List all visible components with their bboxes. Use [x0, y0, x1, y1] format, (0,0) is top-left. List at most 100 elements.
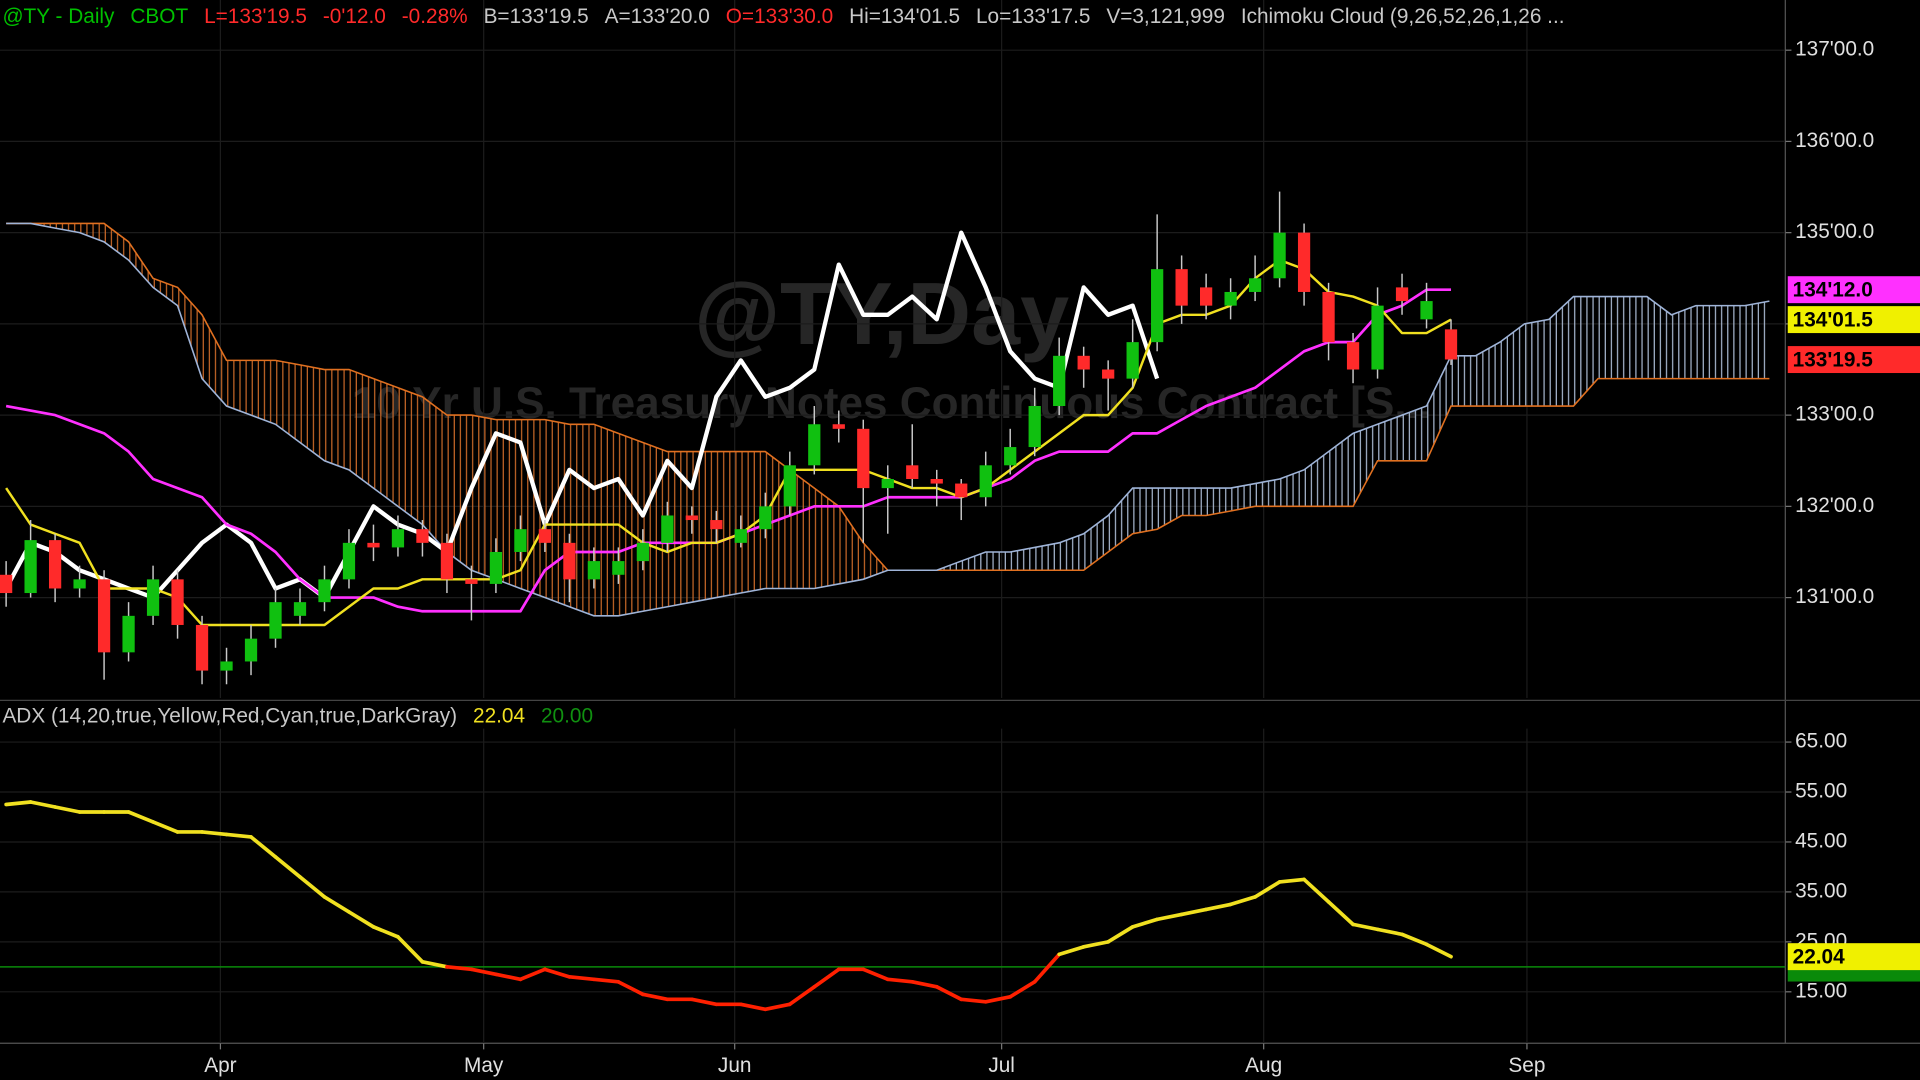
cloud-segment [1671, 305, 1696, 379]
cloud-segment [985, 551, 1011, 571]
cloud-segment [814, 488, 839, 589]
candle-body [342, 542, 356, 580]
candle-body [1297, 232, 1311, 292]
price-marker [1787, 276, 1920, 304]
y-tick-label: 133'00.0 [1795, 403, 1874, 426]
x-tick-label: Sep [1508, 1054, 1545, 1077]
adx-segment [249, 835, 278, 859]
price-marker-label: 134'12.0 [1793, 278, 1873, 301]
price-marker-label: 134'01.5 [1793, 308, 1873, 331]
cloud-segment [691, 451, 717, 603]
adx-segment [885, 977, 915, 984]
candle-body [195, 624, 209, 671]
candle-body [1004, 447, 1017, 466]
header-item: CBOT [130, 5, 188, 28]
candle-body [1028, 406, 1041, 448]
adx-segment [567, 974, 596, 982]
candle-body [1371, 305, 1384, 370]
header-item: Lo=133'17.5 [976, 5, 1090, 28]
adx-segment [322, 895, 351, 914]
cloud-span-a [6, 222, 1770, 617]
candle-body [73, 579, 86, 589]
adx-segment [1032, 952, 1062, 984]
cloud-segment [1475, 342, 1500, 407]
candle-body [685, 515, 698, 521]
cloud-segment [1646, 296, 1672, 379]
candle-body [1248, 278, 1262, 292]
adx-segment [690, 997, 719, 1007]
candle-body [244, 638, 258, 662]
adx-segment [396, 935, 425, 964]
cloud-segment [863, 542, 888, 580]
candle-body [1420, 301, 1433, 320]
adx-segment [983, 994, 1013, 1004]
x-tick-label: Jun [718, 1054, 752, 1077]
cloud-segment [324, 369, 349, 470]
header-item: Ichimoku Cloud (9,26,52,26,1,26 ... [1241, 5, 1565, 28]
y-tick-label: 137'00.0 [1795, 38, 1874, 61]
header-item: 20.00 [541, 704, 593, 727]
indicator-line [4, 230, 1160, 600]
candle-body [587, 561, 600, 580]
cloud-segment [1255, 478, 1280, 507]
adx-segment [53, 805, 82, 814]
adx-segment [1130, 917, 1159, 929]
candle-body [661, 515, 674, 543]
adx-segment [151, 820, 180, 834]
candle-body [220, 661, 233, 671]
candle-body [1126, 342, 1139, 379]
adx-segment [28, 800, 57, 809]
candle-body [734, 529, 747, 543]
adx-segment [1326, 900, 1355, 927]
candle-body [906, 465, 919, 479]
candle-body [1395, 287, 1409, 302]
cloud-segment [740, 451, 766, 594]
adx-segment [934, 984, 964, 1002]
candle-body [440, 542, 454, 580]
candle-body [1102, 369, 1115, 379]
header-item: ADX (14,20,true,Yellow,Red,Cyan,true,Dar… [2, 704, 457, 727]
adx-segment [347, 910, 376, 929]
cloud-segment [1157, 488, 1182, 530]
cloud-segment [1010, 547, 1035, 571]
header-item: -0'12.0 [323, 5, 386, 28]
candle-body [857, 428, 870, 489]
candle-body [881, 478, 894, 489]
cloud-segment [618, 433, 643, 616]
candle-body [759, 506, 772, 530]
cloud-segment [55, 223, 80, 233]
cloud-segment [1451, 355, 1476, 407]
adx-segment [371, 925, 400, 939]
cloud-segment [348, 369, 374, 489]
candle-body [416, 529, 429, 543]
candle-body [97, 579, 111, 653]
adx-segment [1106, 925, 1135, 944]
x-tick-label: Aug [1245, 1054, 1282, 1077]
cloud-segment [251, 360, 276, 425]
candle-body [269, 602, 282, 639]
candle-body [612, 561, 625, 575]
candle-body [318, 579, 331, 603]
cloud-segment [1377, 415, 1403, 461]
cloud-segment [373, 378, 398, 507]
cloud-segment [1597, 296, 1623, 379]
adx-segment [1375, 927, 1404, 937]
cloud-segment [1426, 355, 1452, 461]
adx-segment [910, 979, 939, 989]
candle-body [1175, 269, 1188, 306]
candle-body [1151, 269, 1164, 343]
cloud-segment [1524, 319, 1549, 407]
cloud-segment [1500, 323, 1525, 407]
y-tick-label: 131'00.0 [1795, 585, 1874, 608]
header-item: O=133'30.0 [726, 5, 833, 28]
adx-segment [1179, 907, 1208, 917]
cloud-segment [569, 424, 594, 616]
candle-body [783, 465, 796, 507]
candle-body [391, 529, 405, 548]
adx-segment [1204, 902, 1233, 912]
adx-segment [787, 984, 817, 1007]
adx-segment [420, 960, 449, 969]
candle-body [171, 579, 184, 625]
